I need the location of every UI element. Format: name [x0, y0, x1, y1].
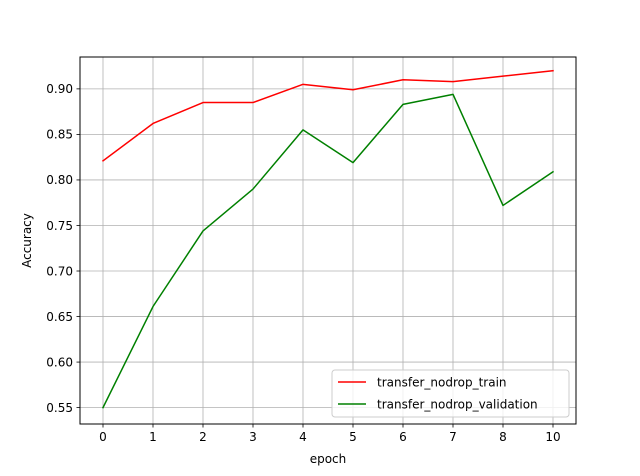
- y-tick-label: 0.65: [46, 310, 73, 324]
- series-lines: [101, 69, 555, 409]
- x-axis-ticks: 0 1 2 3 4 5 6 7 8 10: [99, 424, 561, 444]
- x-tick-label: 7: [449, 430, 457, 444]
- x-tick-label: 5: [349, 430, 357, 444]
- y-tick-label: 0.90: [46, 82, 73, 96]
- x-tick-label: 0: [99, 430, 107, 444]
- x-tick-label: 3: [249, 430, 257, 444]
- x-tick-label: 1: [149, 430, 157, 444]
- legend-box: [331, 369, 570, 418]
- x-tick-label: 6: [399, 430, 407, 444]
- y-axis-label: Accuracy: [20, 213, 34, 268]
- y-tick-label: 0.80: [46, 173, 73, 187]
- x-axis-label: epoch: [310, 452, 347, 466]
- x-tick-label: 2: [199, 430, 207, 444]
- x-tick-label: 10: [545, 430, 560, 444]
- legend: transfer_nodrop_train transfer_nodrop_va…: [331, 369, 570, 418]
- y-tick-label: 0.70: [46, 264, 73, 278]
- legend-label-train: transfer_nodrop_train: [377, 376, 507, 390]
- x-tick-label: 4: [299, 430, 307, 444]
- y-tick-label: 0.75: [46, 219, 73, 233]
- y-tick-label: 0.55: [46, 401, 73, 415]
- y-axis-ticks: 0.55 0.60 0.65 0.70 0.75 0.80 0.85 0.90: [46, 82, 80, 415]
- y-tick-label: 0.60: [46, 355, 73, 369]
- plot-frame: [79, 56, 577, 425]
- series-line-train: [101, 69, 554, 162]
- x-tick-label: 8: [499, 430, 507, 444]
- legend-label-validation: transfer_nodrop_validation: [377, 398, 538, 412]
- series-line-validation: [101, 93, 555, 409]
- grid: [80, 57, 576, 424]
- y-tick-label: 0.85: [46, 128, 73, 142]
